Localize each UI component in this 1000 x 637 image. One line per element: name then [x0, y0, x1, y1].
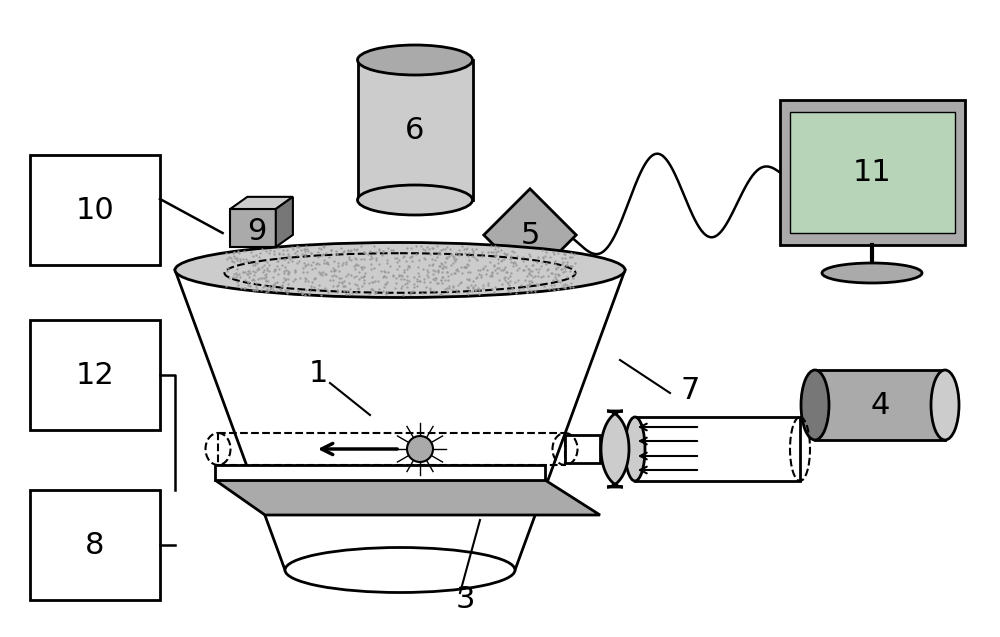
Bar: [30, 320, 160, 430]
Ellipse shape: [358, 185, 473, 215]
Bar: [635, 417, 800, 481]
Ellipse shape: [285, 547, 515, 592]
Text: 4: 4: [870, 390, 890, 420]
Text: 11: 11: [853, 158, 892, 187]
Ellipse shape: [358, 45, 473, 75]
Text: 8: 8: [85, 531, 105, 559]
Polygon shape: [215, 465, 545, 480]
Circle shape: [407, 436, 433, 462]
Text: 6: 6: [405, 115, 425, 145]
Text: 9: 9: [247, 217, 267, 245]
Polygon shape: [215, 480, 600, 515]
Text: 3: 3: [455, 585, 475, 615]
Bar: [358, 60, 473, 200]
Text: 10: 10: [76, 196, 114, 224]
Polygon shape: [230, 209, 276, 247]
Text: 7: 7: [680, 375, 700, 404]
Polygon shape: [230, 197, 293, 209]
Text: 12: 12: [76, 361, 114, 389]
Bar: [780, 100, 965, 245]
Polygon shape: [484, 189, 576, 281]
Bar: [790, 112, 955, 233]
Polygon shape: [565, 435, 600, 463]
Ellipse shape: [175, 243, 625, 297]
Polygon shape: [601, 411, 629, 487]
Bar: [30, 490, 160, 600]
Ellipse shape: [822, 263, 922, 283]
Text: 1: 1: [308, 359, 328, 387]
Bar: [815, 370, 945, 440]
Ellipse shape: [801, 370, 829, 440]
Text: 5: 5: [520, 220, 540, 250]
Polygon shape: [175, 270, 625, 570]
Ellipse shape: [931, 370, 959, 440]
Polygon shape: [276, 197, 293, 247]
Ellipse shape: [625, 417, 645, 481]
Bar: [30, 155, 160, 265]
